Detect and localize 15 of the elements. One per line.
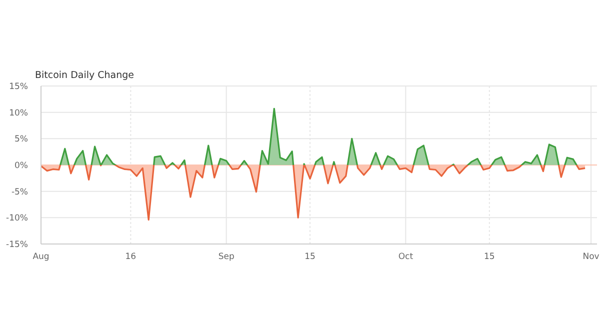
x-tick-label: 16 xyxy=(125,252,136,262)
x-tick-label: Sep xyxy=(218,252,234,262)
x-tick-label: Nov xyxy=(582,252,600,262)
y-tick-label: 10% xyxy=(9,108,28,118)
y-tick-label: 0% xyxy=(14,160,28,171)
y-tick-label: -5% xyxy=(11,187,28,198)
x-tick-label: Aug xyxy=(32,252,50,262)
y-tick-label: -10% xyxy=(6,214,28,224)
chart-title: Bitcoin Daily Change xyxy=(35,70,134,81)
x-tick-label: Oct xyxy=(398,252,414,262)
x-tick-label: 15 xyxy=(484,252,495,262)
y-tick-label: 15% xyxy=(9,82,28,92)
y-tick-label: 5% xyxy=(14,134,28,145)
y-tick-label: -15% xyxy=(6,240,28,250)
x-tick-label: 15 xyxy=(304,252,316,262)
